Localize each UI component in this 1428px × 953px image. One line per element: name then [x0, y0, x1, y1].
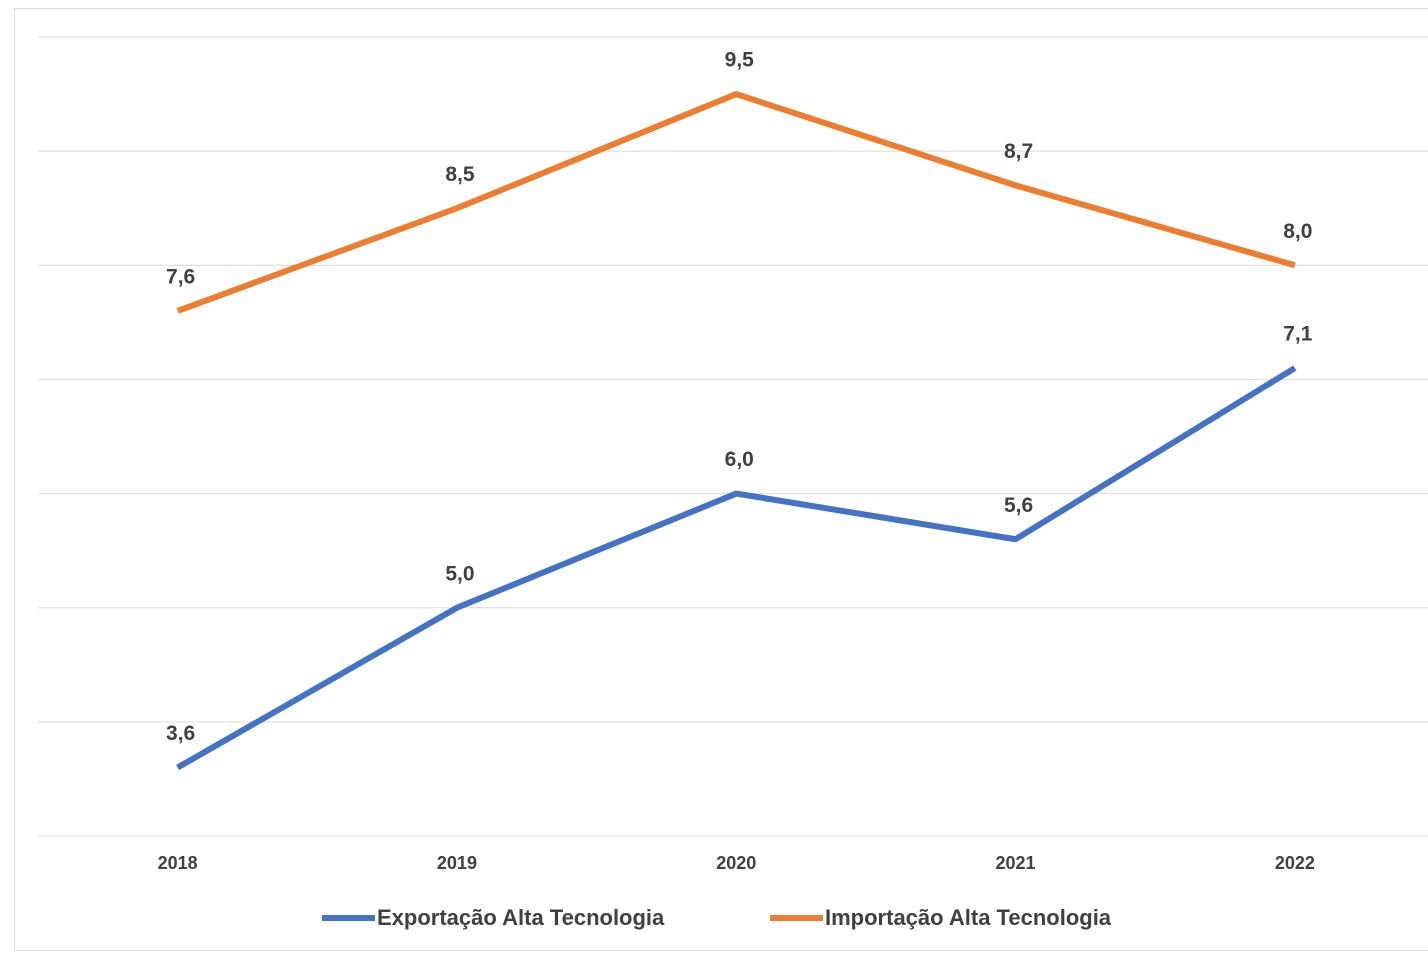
- x-tick-label: 2022: [1275, 853, 1315, 873]
- data-label: 5,0: [445, 562, 474, 585]
- data-label: 8,0: [1283, 220, 1312, 243]
- data-label: 6,0: [725, 448, 754, 471]
- data-label: 7,6: [166, 265, 195, 288]
- legend-label: Exportação Alta Tecnologia: [377, 905, 665, 930]
- x-tick-label: 2021: [996, 853, 1036, 873]
- legend-label: Importação Alta Tecnologia: [825, 905, 1112, 930]
- series-line: [176, 365, 1297, 771]
- data-label: 5,6: [1004, 494, 1033, 517]
- series-line: [176, 91, 1296, 314]
- data-label: 3,6: [166, 722, 195, 745]
- data-label: 8,7: [1004, 140, 1033, 163]
- x-tick-label: 2020: [716, 853, 756, 873]
- data-label: 7,1: [1283, 323, 1313, 346]
- chart-frame: [14, 8, 1428, 951]
- data-label: 8,5: [445, 163, 475, 186]
- x-tick-label: 2019: [437, 853, 477, 873]
- data-label: 9,5: [725, 49, 755, 72]
- x-tick-label: 2018: [158, 853, 198, 873]
